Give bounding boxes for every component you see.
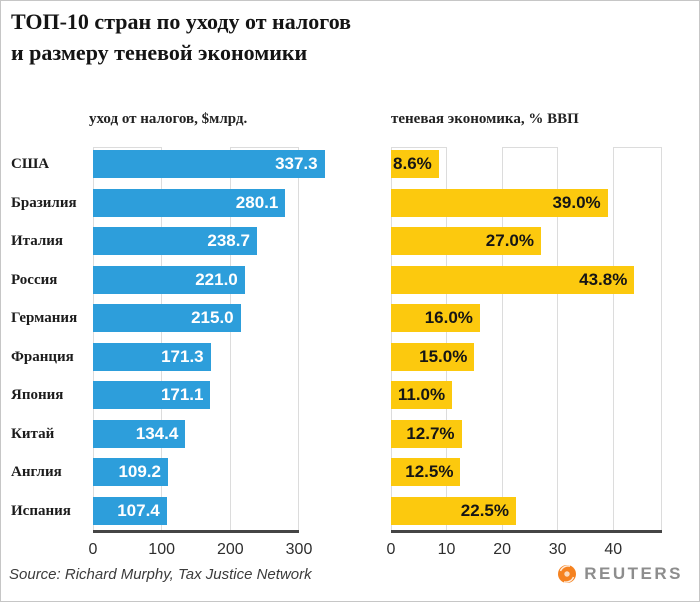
grid-band (613, 147, 663, 530)
bar: 238.7 (93, 227, 257, 255)
bar-value-label: 12.5% (405, 462, 454, 481)
title-line-1: ТОП-10 стран по уходу от налогов (11, 9, 352, 34)
bar: 15.0% (391, 342, 475, 371)
bar: 43.8% (391, 265, 635, 294)
bar: 134.4 (93, 419, 186, 448)
bar: 16.0% (391, 304, 480, 332)
bar-value-label: 107.4 (117, 500, 160, 520)
country-label: Италия (11, 233, 64, 249)
shadow-economy-chart: 8.6% 39.0% 27.0% 43.8% 16.0% 15.0% 11.0% 12.7% 1… (387, 141, 681, 566)
bar: 171.3 (93, 342, 211, 371)
bar: 337.3 (93, 150, 325, 178)
country-label: Бразилия (11, 194, 77, 211)
bar: 280.1 (93, 188, 286, 217)
axis-tick: 10 (437, 541, 456, 558)
bar-value-label: 171.3 (161, 346, 204, 366)
country-label: Россия (11, 271, 58, 288)
country-label: Япония (11, 387, 64, 403)
x-axis (391, 530, 663, 533)
bar: 12.7% (391, 419, 462, 448)
bar-value-label: 39.0% (552, 192, 601, 212)
bar: 171.1 (93, 381, 211, 409)
bar-value-label: 171.1 (160, 385, 204, 404)
title-line-2: и размеру теневой экономики (11, 40, 308, 65)
country-label: Германия (11, 310, 78, 326)
bar-value-label: 27.0% (485, 231, 534, 250)
bar: 22.5% (391, 496, 516, 525)
axis-tick: 0 (88, 541, 98, 558)
bar: 27.0% (391, 227, 541, 255)
x-axis (93, 530, 299, 533)
right-chart-title: теневая экономика, % ВВП (391, 111, 579, 127)
reuters-wordmark: REUTERS (584, 564, 683, 583)
bar-value-label: 22.5% (460, 500, 509, 520)
bar: 8.6% (391, 150, 439, 178)
source-note: Source: Richard Murphy, Tax Justice Netw… (9, 566, 312, 583)
country-label: США (11, 156, 50, 172)
country-label: Китай (11, 425, 55, 442)
country-label: Испания (11, 502, 71, 519)
bar: 11.0% (391, 381, 453, 409)
bar: 39.0% (391, 188, 608, 217)
bar: 12.5% (391, 458, 461, 486)
axis-tick: 20 (493, 541, 512, 558)
bar-value-label: 215.0 (191, 308, 234, 327)
country-label: Франция (11, 348, 74, 365)
left-chart-title: уход от налогов, $млрд. (89, 111, 248, 127)
bar-value-label: 11.0% (397, 385, 446, 404)
bar-value-label: 238.7 (207, 231, 250, 250)
bar-value-label: 15.0% (419, 346, 468, 366)
bar-value-label: 109.2 (118, 462, 161, 481)
bar-value-label: 337.3 (275, 154, 318, 173)
reuters-icon (557, 564, 577, 584)
bar-value-label: 12.7% (406, 423, 455, 443)
reuters-logo: REUTERS (557, 564, 683, 584)
bar: 221.0 (93, 265, 245, 294)
bar-value-label: 16.0% (424, 308, 473, 327)
axis-tick: 300 (285, 541, 313, 558)
country-label: Англия (11, 464, 62, 480)
axis-tick: 200 (216, 541, 244, 558)
page-title: ТОП-10 стран по уходу от налогов и разме… (11, 6, 351, 68)
bar: 107.4 (93, 496, 167, 525)
axis-tick: 100 (148, 541, 176, 558)
bar-value-label: 280.1 (235, 192, 279, 212)
bar: 109.2 (93, 458, 168, 486)
axis-tick: 0 (386, 541, 396, 558)
axis-tick: 40 (604, 541, 623, 558)
bar-value-label: 134.4 (135, 423, 179, 443)
tax-avoidance-chart: 337.3 280.1 238.7 221.0 215.0 171.3 171.1 134.4… (89, 141, 361, 566)
bar-value-label: 221.0 (195, 269, 238, 289)
axis-tick: 30 (548, 541, 567, 558)
bar-value-label: 43.8% (579, 269, 628, 289)
bar: 215.0 (93, 304, 241, 332)
bar-value-label: 8.6% (393, 154, 432, 173)
